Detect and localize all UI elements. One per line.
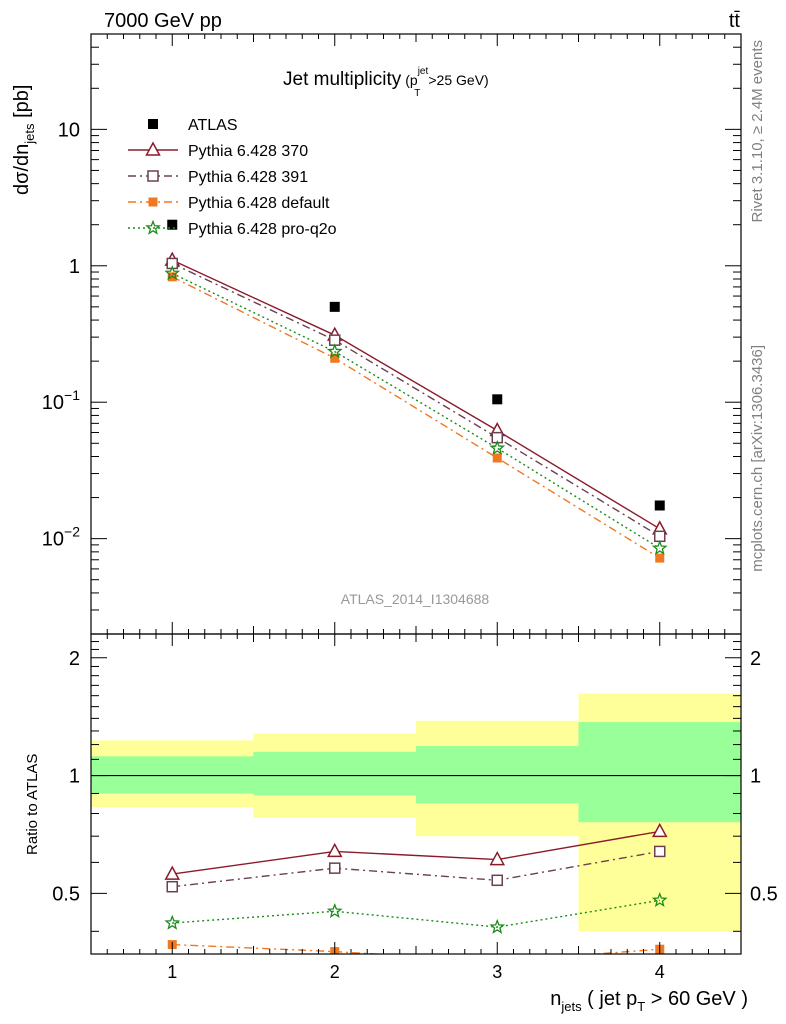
x-tick-label: 1 <box>167 962 177 982</box>
data-point <box>329 301 340 312</box>
ratio-y-tick-label: 1 <box>69 766 80 788</box>
ratio-line <box>172 830 660 875</box>
legend-marker <box>148 119 158 129</box>
ratio-point <box>164 865 181 880</box>
legend-label: Pythia 6.428 default <box>188 195 330 212</box>
legend-label: Pythia 6.428 391 <box>188 169 308 186</box>
ratio-point <box>489 851 506 866</box>
series-line <box>171 262 661 537</box>
series-point <box>164 265 181 281</box>
ratio-y-axis-label: Ratio to ATLAS <box>24 754 41 855</box>
data-point <box>654 500 665 511</box>
ratio-y-tick-label: 1 <box>750 766 761 788</box>
legend-marker <box>145 141 161 156</box>
y-tick-label: 10−1 <box>42 387 80 414</box>
data-point <box>492 394 503 405</box>
x-tick-label: 4 <box>655 962 665 982</box>
ratio-y-tick-label: 2 <box>69 648 80 670</box>
ratio-point <box>329 862 341 874</box>
ratio-point <box>326 903 343 918</box>
ratio-point <box>164 914 181 930</box>
legend-item-atlas: ATLAS <box>148 117 238 134</box>
ratio-uncertainty-bands <box>91 693 741 932</box>
inner-band-bin <box>416 746 579 804</box>
y-tick-label: 1 <box>69 256 80 278</box>
data-point <box>167 219 178 230</box>
ratio-point <box>326 842 343 858</box>
ratio-y-tick-label: 2 <box>750 648 761 670</box>
series-point <box>492 453 502 463</box>
series-point <box>651 539 668 555</box>
inner-band-bin <box>578 722 741 823</box>
ratio-point <box>491 874 503 887</box>
mcplots-label: mcplots.cern.ch [arXiv:1306.3436] <box>749 345 766 572</box>
y-tick-label: 10−2 <box>42 524 80 551</box>
ratio-point <box>489 918 506 934</box>
legend-item: Pythia 6.428 370 <box>128 141 308 160</box>
legend-item: Pythia 6.428 pro-q2o <box>128 219 337 238</box>
series-line <box>171 276 661 559</box>
ratio-y-tick-label: 0.5 <box>52 883 80 905</box>
ratio-y-tick-label: 0.5 <box>750 883 778 905</box>
legend: ATLAS Pythia 6.428 370 Pythia 6.428 391 Pyt… <box>128 117 337 238</box>
ratio-point <box>651 892 668 908</box>
legend-marker <box>148 197 158 207</box>
ratio-point <box>166 880 178 893</box>
ratio-line <box>172 899 660 928</box>
energy-label: 7000 GeV pp <box>104 10 222 32</box>
legend-marker <box>147 170 159 182</box>
legend-label: ATLAS <box>188 117 238 134</box>
series-point <box>489 439 506 455</box>
inner-band-bin <box>91 756 254 794</box>
chart-title: Jet multiplicity (pjet T>25 GeV) <box>283 66 489 99</box>
y-tick-label: 10 <box>58 119 80 141</box>
x-axis-label: njets ( jet pT > 60 GeV ) <box>550 988 748 1014</box>
legend-label: Pythia 6.428 pro-q2o <box>188 221 337 238</box>
legend-item: Pythia 6.428 391 <box>128 169 308 186</box>
series-point <box>655 553 665 563</box>
ratio-point <box>654 845 666 858</box>
main-series-group <box>164 219 668 563</box>
analysis-label: ATLAS_2014_I1304688 <box>341 591 490 607</box>
y-axis-label: dσ/dnjets [pb] <box>11 85 37 195</box>
series-point <box>326 343 343 359</box>
ratio-line <box>172 850 660 888</box>
series-point <box>330 353 340 363</box>
ratio-point <box>651 822 668 838</box>
x-tick-label: 2 <box>330 962 340 982</box>
series-line <box>171 272 661 549</box>
inner-band-bin <box>253 751 416 796</box>
x-tick-label: 3 <box>492 962 502 982</box>
legend-item: Pythia 6.428 default <box>128 195 330 212</box>
legend-marker <box>145 219 161 235</box>
series-line <box>171 259 661 530</box>
process-label: tt̄ <box>729 10 741 32</box>
axes-group: 1 2 3 4 10 1 10−1 10−2 0.5 0.5 1 1 2 2 <box>42 33 778 982</box>
rivet-label: Rivet 3.1.10, ≥ 2.4M events <box>749 40 766 223</box>
series-point <box>654 530 666 543</box>
legend-label: Pythia 6.428 370 <box>188 143 308 160</box>
